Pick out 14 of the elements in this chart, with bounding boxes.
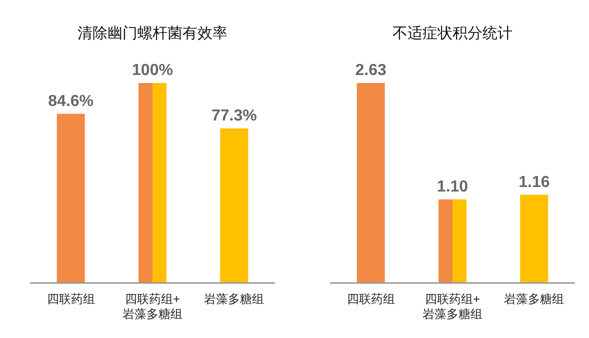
chart-title: 清除幽门螺杆菌有效率: [78, 25, 228, 42]
chart-title: 不适症状积分统计: [392, 25, 512, 42]
x-tick-label: 岩藻多糖组: [504, 292, 564, 306]
x-tick-label: 四联药组: [46, 292, 95, 306]
data-label: 1.16: [518, 174, 550, 191]
data-label: 1.10: [436, 178, 468, 196]
data-label: 100%: [132, 62, 173, 79]
x-tick-label: 岩藻多糖组: [204, 292, 264, 306]
x-tick-label: 四联药组: [346, 292, 395, 306]
data-label: 84.6%: [48, 92, 94, 110]
data-label: 77.3%: [211, 107, 257, 124]
x-tick-label: 四联药组+ 岩藻多糖组: [422, 292, 482, 321]
x-tick-label: 四联药组+ 岩藻多糖组: [122, 292, 182, 321]
data-label: 2.63: [355, 62, 387, 79]
